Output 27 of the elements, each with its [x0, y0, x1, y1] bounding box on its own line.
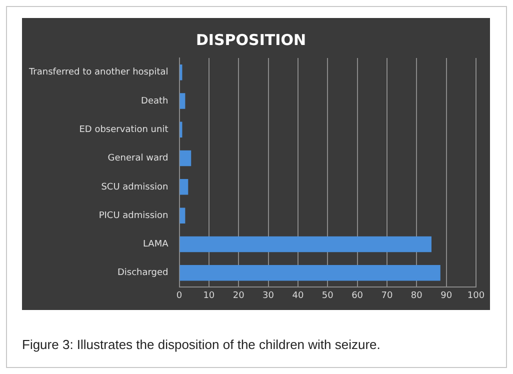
y-tick-label: Death: [141, 96, 168, 106]
x-tick-label: 10: [203, 290, 215, 301]
x-tick-label: 50: [322, 290, 334, 301]
bar: [180, 150, 192, 166]
y-tick-label: SCU admission: [101, 182, 168, 192]
x-tick-label: 30: [262, 290, 274, 301]
y-tick-label: PICU admission: [98, 210, 168, 221]
x-tick-label: 0: [176, 290, 182, 301]
caption: Figure 3: Illustrates the disposition of the children with seizure.: [22, 337, 380, 352]
x-tick-label: 80: [410, 290, 423, 301]
chart-title: DISPOSITION: [196, 30, 306, 49]
x-tick-label: 70: [381, 290, 393, 301]
bar: [180, 93, 186, 109]
x-tick-label: 90: [440, 290, 452, 301]
x-tick-label: 20: [232, 290, 245, 301]
y-tick-label: ED observation unit: [79, 124, 169, 135]
bar: [180, 264, 440, 281]
x-tick-label: 100: [467, 290, 485, 301]
y-tick-label: Transferred to another hospital: [28, 68, 168, 78]
y-tick-label: General ward: [108, 154, 168, 164]
bar: [180, 208, 186, 224]
x-tick-label: 60: [352, 290, 364, 301]
bar: [180, 179, 188, 195]
y-tick-label: LAMA: [142, 240, 170, 250]
y-tick-label: Discharged: [117, 268, 168, 278]
bar: [180, 236, 432, 252]
x-tick-label: 40: [292, 290, 304, 301]
